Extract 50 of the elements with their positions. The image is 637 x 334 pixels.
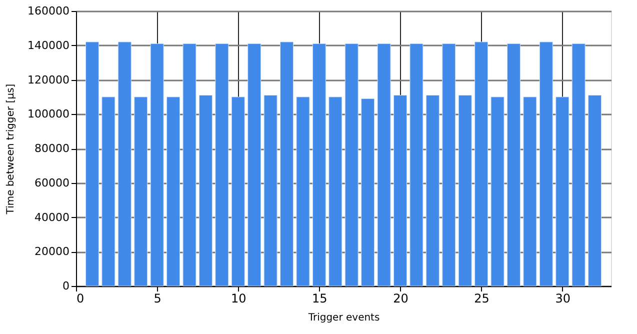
- bar: [556, 96, 570, 286]
- x-tick-label: 15: [312, 292, 328, 306]
- y-tick-label: 120000: [28, 73, 70, 86]
- x-tick-label: 10: [230, 292, 246, 306]
- bar: [442, 43, 456, 286]
- bar: [410, 43, 424, 286]
- y-tick-label: 160000: [28, 4, 70, 18]
- bar: [572, 43, 586, 286]
- bar: [296, 96, 310, 286]
- bar: [490, 96, 504, 286]
- x-tick-label: 25: [474, 292, 490, 306]
- bar: [198, 94, 212, 286]
- bar: [344, 43, 358, 286]
- bar: [377, 43, 391, 286]
- x-tick-label: 5: [154, 292, 162, 306]
- bar: [85, 42, 99, 286]
- x-tick-label: 20: [393, 292, 408, 306]
- y-tick-label: 0: [62, 280, 70, 292]
- bar: [150, 43, 164, 286]
- bar: [312, 43, 326, 286]
- bar: [361, 98, 375, 286]
- y-tick-label: 100000: [28, 108, 70, 121]
- bar: [231, 96, 245, 286]
- bar: [215, 43, 229, 286]
- y-axis-title: Time between trigger [µs]: [6, 84, 17, 216]
- bar: [393, 94, 407, 286]
- bar: [506, 43, 520, 286]
- bar: [588, 94, 602, 286]
- bar: [426, 94, 440, 286]
- bar: [280, 42, 294, 286]
- y-tick-label: 60000: [34, 176, 70, 190]
- bar: [248, 43, 262, 286]
- bar: [539, 42, 553, 286]
- bar: [182, 43, 196, 286]
- bar: [118, 42, 132, 286]
- bar: [102, 96, 116, 286]
- x-tick-label: 0: [76, 292, 84, 306]
- bar: [264, 94, 278, 286]
- y-tick-label: 80000: [34, 142, 70, 155]
- x-axis-title: Trigger events: [307, 312, 380, 324]
- bar: [166, 96, 180, 286]
- y-tick-label: 140000: [28, 38, 70, 52]
- x-tick-label: 30: [555, 292, 571, 306]
- bar: [458, 94, 472, 286]
- bar: [474, 42, 488, 286]
- y-tick-label: 40000: [34, 210, 70, 224]
- bar: [134, 96, 148, 286]
- y-tick-label: 20000: [34, 245, 70, 258]
- bar: [523, 96, 537, 286]
- bar: [328, 96, 342, 286]
